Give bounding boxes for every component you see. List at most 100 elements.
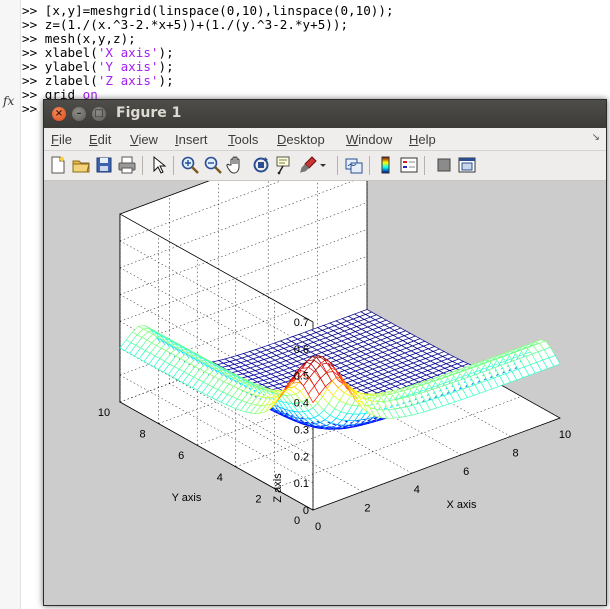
figure-title: Figure 1 [116, 105, 182, 121]
menu-view[interactable]: View [130, 132, 158, 147]
close-button[interactable]: × [52, 107, 66, 121]
menu-help-label: elp [418, 132, 436, 147]
menu-view-mnemonic: V [130, 132, 139, 147]
command-string-literal: 'Z axis' [97, 73, 159, 88]
menu-desktop[interactable]: Desktop [277, 132, 325, 147]
command-string-literal: on [82, 87, 98, 102]
grid-line [119, 374, 314, 484]
x-tick-label: 0 [315, 521, 321, 533]
z-axis-label: Z axis [272, 473, 284, 503]
z-tick-label: 0.6 [294, 344, 309, 356]
insert-colorbar-icon[interactable] [376, 155, 396, 175]
menu-view-label: iew [138, 132, 158, 147]
menu-help[interactable]: Help [409, 132, 436, 147]
command-line: >> grid on [22, 88, 98, 102]
menu-file-label: ile [58, 132, 72, 147]
mesh-surface-plot[interactable]: 0 2 4 6 8 10 0 2 4 6 8 10 0 0.1 0.2 0.3 0.4 0.5 0.6 0.7 X ax… [44, 181, 606, 605]
command-line: >> mesh(x,y,z); [22, 32, 136, 46]
rotate-3d-icon[interactable] [251, 155, 271, 175]
command-code: mesh(x,y,z); [37, 31, 136, 46]
toolbar-separator [173, 156, 174, 175]
y-tick-label: 10 [98, 407, 110, 419]
pan-hand-icon[interactable] [226, 155, 246, 175]
menu-insert[interactable]: Insert [175, 132, 208, 147]
command-gutter [0, 0, 21, 609]
y-tick-label: 2 [255, 493, 261, 505]
y-tick-label: 8 [140, 429, 146, 441]
command-prompt: >> [22, 3, 38, 18]
grid-line [119, 401, 314, 511]
x-axis-label: X axis [447, 499, 477, 511]
menu-bar: File Edit View Insert Tools Desktop Wind… [44, 128, 606, 151]
toolbar-separator [424, 156, 425, 175]
z-tick-label: 0 [303, 505, 309, 517]
toolbar-separator [337, 156, 338, 175]
menu-insert-label: nsert [178, 132, 208, 147]
command-prompt: >> [22, 45, 38, 60]
brush-dropdown-icon[interactable] [318, 155, 328, 175]
z-tick-label: 0.2 [294, 451, 309, 463]
insert-legend-icon[interactable] [399, 155, 419, 175]
command-prompt: >> [22, 87, 38, 102]
x-tick-label: 8 [513, 447, 519, 459]
brush-icon[interactable] [298, 155, 318, 175]
menu-window-label: indow [358, 132, 393, 147]
show-plot-tools-icon[interactable] [457, 155, 477, 175]
link-plot-icon[interactable] [344, 155, 364, 175]
print-icon[interactable] [117, 155, 137, 175]
menu-edit[interactable]: Edit [89, 132, 111, 147]
z-tick-label: 0.1 [294, 478, 309, 490]
command-string-literal: 'X axis' [97, 45, 159, 60]
menu-dock-arrow-icon[interactable]: ↘ [591, 132, 600, 143]
z-tick-label: 0.7 [294, 317, 309, 329]
figure-plot-area[interactable]: 0 2 4 6 8 10 0 2 4 6 8 10 0 0.1 0.2 0.3 0.4 0.5 0.6 0.7 X ax… [44, 181, 606, 605]
command-line: >> z=(1./(x.^3-2.*x+5))+(1./(y.^3-2.*y+5… [22, 18, 348, 32]
menu-desktop-label: esktop [286, 132, 325, 147]
y-tick-label: 0 [294, 515, 300, 527]
command-code: z=(1./(x.^3-2.*x+5))+(1./(y.^3-2.*y+5)); [37, 17, 349, 32]
minimize-button[interactable]: – [72, 107, 86, 121]
mesh-cell [548, 355, 561, 367]
menu-window[interactable]: Window [346, 132, 392, 147]
x-tick-label: 4 [414, 484, 420, 496]
menu-window-mnemonic: W [346, 132, 359, 147]
command-code: ); [158, 59, 174, 74]
command-line: >> [x,y]=meshgrid(linspace(0,10),linspac… [22, 4, 394, 18]
save-icon[interactable] [94, 155, 114, 175]
maximize-button[interactable]: □ [92, 107, 106, 121]
select-arrow-icon[interactable] [148, 155, 168, 175]
z-tick-label: 0.5 [294, 371, 309, 383]
command-code: ylabel( [37, 59, 98, 74]
command-line[interactable]: >> [22, 102, 37, 116]
command-prompt: >> [22, 17, 38, 32]
menu-tools-label: ools [234, 132, 259, 147]
open-folder-icon[interactable] [71, 155, 91, 175]
figure-titlebar[interactable]: × – □ Figure 1 [44, 100, 606, 128]
y-tick-label: 6 [178, 450, 184, 462]
menu-edit-label: dit [97, 132, 112, 147]
grid-line [119, 348, 314, 457]
command-prompt: >> [22, 101, 38, 116]
command-prompt: >> [22, 73, 38, 88]
menu-tools-mnemonic: T [228, 132, 235, 147]
z-tick-label: 0.4 [294, 398, 309, 410]
new-file-icon[interactable] [48, 155, 68, 175]
figure-window[interactable]: × – □ Figure 1 File Edit View Insert Too… [43, 99, 607, 606]
grid-line [119, 240, 314, 350]
command-string-literal: 'Y axis' [97, 59, 159, 74]
hide-plot-tools-icon[interactable] [434, 155, 454, 175]
menu-tools[interactable]: Tools [228, 132, 258, 147]
grid-line [119, 213, 314, 323]
y-axis-label: Y axis [172, 492, 202, 504]
figure-toolbar [44, 151, 606, 181]
mesh-surface [119, 309, 561, 430]
zoom-out-icon[interactable] [203, 155, 223, 175]
x-tick-label: 10 [559, 429, 571, 441]
zoom-in-icon[interactable] [180, 155, 200, 175]
data-cursor-icon[interactable] [274, 155, 294, 175]
function-browser-icon[interactable]: fx [3, 94, 15, 108]
menu-file[interactable]: File [51, 132, 72, 147]
toolbar-separator [369, 156, 370, 175]
command-line: >> ylabel('Y axis'); [22, 60, 174, 74]
z-tick-label: 0.3 [294, 424, 309, 436]
